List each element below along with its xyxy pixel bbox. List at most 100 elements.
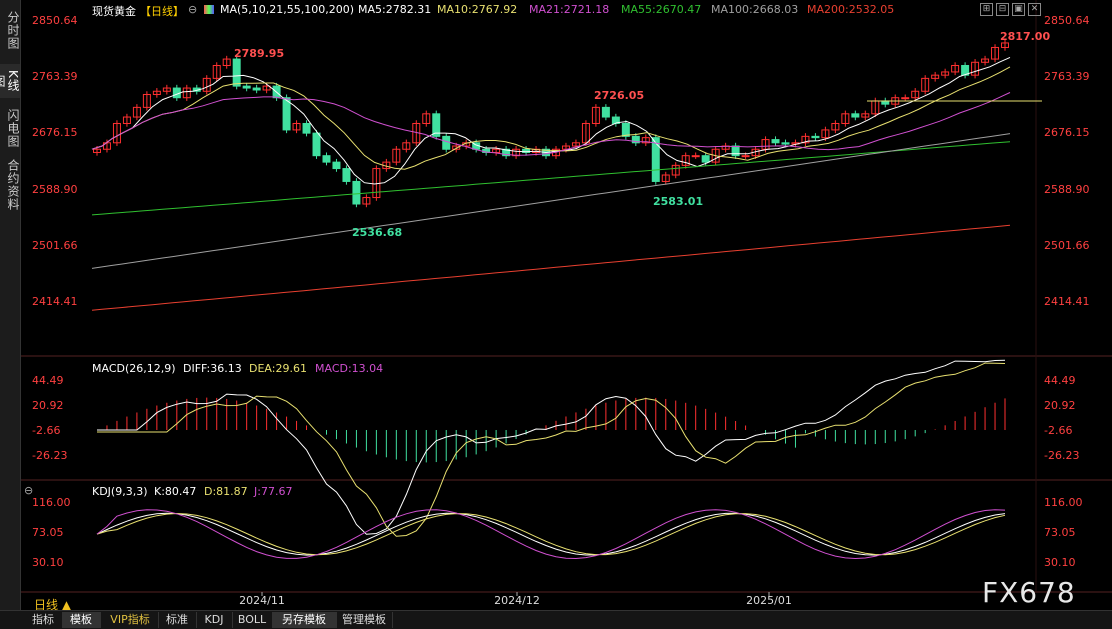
candle-up — [182, 87, 191, 99]
candle-up — [392, 148, 401, 163]
tab-7[interactable]: 管理模板 — [336, 612, 393, 628]
candle-up — [821, 129, 830, 139]
candle-down — [781, 142, 790, 145]
candle-up — [801, 135, 810, 144]
candle-down — [621, 122, 630, 137]
macd-value: MACD:13.04 — [315, 362, 384, 375]
ma10-value: MA10:2767.92 — [437, 3, 518, 16]
kdj-axis-left-label: 30.10 — [32, 556, 64, 569]
macd-title: MACD(26,12,9) — [92, 362, 176, 375]
kdj-j-line — [96, 509, 1006, 560]
indicator-tab-bar: 指标 模板 VIP指标 标准 KDJ BOLL 另存模板 管理模板 — [0, 610, 1112, 629]
candle-up — [831, 122, 840, 131]
candle-up — [132, 106, 141, 118]
sidebar-tab-0[interactable]: 分时图 — [6, 10, 20, 50]
tab-0[interactable]: 指标 — [24, 612, 63, 628]
macd-axis-left-label: -2.66 — [32, 424, 60, 437]
candle-up — [861, 113, 870, 118]
layout-icon[interactable]: ⊟ — [996, 3, 1009, 16]
kdj-d-line — [96, 512, 1006, 556]
close-icon[interactable]: ✕ — [1028, 3, 1041, 16]
candle-down — [651, 137, 660, 182]
date-label: 2025/01 — [746, 594, 792, 607]
period-selector[interactable]: 日线 ▲ — [34, 596, 71, 613]
candle-up — [492, 148, 501, 153]
tab-2[interactable]: VIP指标 — [102, 612, 159, 628]
macd-axis-right-label: 20.92 — [1044, 399, 1076, 412]
instrument-name: 现货黄金 — [92, 5, 136, 18]
price-axis-right-label: 2676.15 — [1044, 126, 1090, 139]
candle-down — [342, 168, 351, 182]
ma-title: MA(5,10,21,55,100,200) — [220, 3, 355, 16]
tab-6[interactable]: 另存模板 — [272, 612, 337, 628]
candle-up — [941, 71, 950, 76]
sidebar-tab-1[interactable]: K线图 — [0, 64, 20, 98]
restore-icon[interactable]: ▣ — [1012, 3, 1025, 16]
candle-up — [122, 116, 131, 124]
settings-icon[interactable]: ⊖ — [188, 3, 198, 16]
candle-up — [671, 164, 680, 176]
ma55-line — [91, 141, 1011, 216]
watermark-logo: FX678 — [982, 576, 1076, 609]
price-axis-right-label: 2763.39 — [1044, 70, 1090, 83]
ma5-value: MA5:2782.31 — [358, 3, 432, 16]
ma10-line — [91, 66, 1011, 170]
candle-down — [252, 87, 261, 91]
macd-dea: DEA:29.61 — [249, 362, 307, 375]
sidebar-tab-2[interactable]: 闪电图 — [6, 108, 20, 148]
candle-up — [841, 113, 850, 124]
ma200-value: MA200:2532.05 — [807, 3, 895, 16]
price-chart[interactable]: 2850.64 2850.64 2763.39 2763.39 2676.15 2676.… — [21, 0, 1112, 610]
candle-up — [571, 142, 580, 147]
candle-down — [442, 135, 451, 150]
candle-up — [931, 74, 940, 79]
candle-up — [422, 113, 431, 124]
ma5-line — [91, 56, 1011, 185]
candle-up — [222, 58, 231, 67]
tab-5[interactable]: BOLL — [232, 612, 273, 628]
candle-up — [1001, 42, 1010, 48]
kdj-axis-right-label: 73.05 — [1044, 526, 1076, 539]
price-axis-right-label: 2414.41 — [1044, 295, 1090, 308]
tab-3[interactable]: 标准 — [158, 612, 197, 628]
candle-down — [282, 97, 291, 131]
macd-dea-line — [97, 362, 1006, 537]
tab-1[interactable]: 模板 — [62, 612, 101, 628]
price-axis-left-label: 2414.41 — [32, 295, 78, 308]
candle-up — [292, 122, 301, 131]
candle-down — [332, 161, 341, 170]
candle-down — [322, 155, 331, 163]
extreme-price-label: 2726.05 — [594, 89, 644, 102]
sidebar: 分时图 K线图闪电图合约资料 — [0, 0, 21, 610]
sidebar-tab-3[interactable]: 合约资料 — [6, 159, 20, 211]
candle-up — [661, 174, 670, 182]
date-label: 2024/11 — [239, 594, 285, 607]
price-axis-left-label: 2763.39 — [32, 70, 78, 83]
candle-up — [711, 148, 720, 163]
price-axis-left-label: 2588.90 — [32, 183, 78, 196]
kdj-d: D:81.87 — [204, 485, 248, 498]
candle-down — [352, 180, 361, 205]
extreme-price-label: 2817.00 — [1000, 30, 1050, 43]
macd-diff: DIFF:36.13 — [183, 362, 242, 375]
candle-up — [92, 148, 101, 153]
candle-up — [971, 61, 980, 76]
period-label: 【日线】 — [140, 5, 184, 18]
candle-up — [911, 90, 920, 99]
candle-up — [452, 145, 461, 150]
kdj-title: KDJ(9,3,3) — [92, 485, 148, 498]
fullscreen-icon[interactable]: ⊞ — [980, 3, 993, 16]
kdj-axis-right-label: 30.10 — [1044, 556, 1076, 569]
candle-down — [701, 155, 710, 163]
kdj-k: K:80.47 — [154, 485, 197, 498]
candle-down — [312, 132, 321, 157]
ma55-value: MA55:2670.47 — [621, 3, 702, 16]
kdj-axis-left-label: 116.00 — [32, 496, 71, 509]
price-axis-right-label: 2588.90 — [1044, 183, 1090, 196]
candle-up — [202, 77, 211, 92]
candle-up — [991, 46, 1000, 60]
tab-4[interactable]: KDJ — [196, 612, 233, 628]
ma21-line — [91, 92, 1011, 156]
kdj-toggle-icon[interactable]: ⊖ — [24, 484, 34, 497]
price-axis-right-label: 2501.66 — [1044, 239, 1090, 252]
